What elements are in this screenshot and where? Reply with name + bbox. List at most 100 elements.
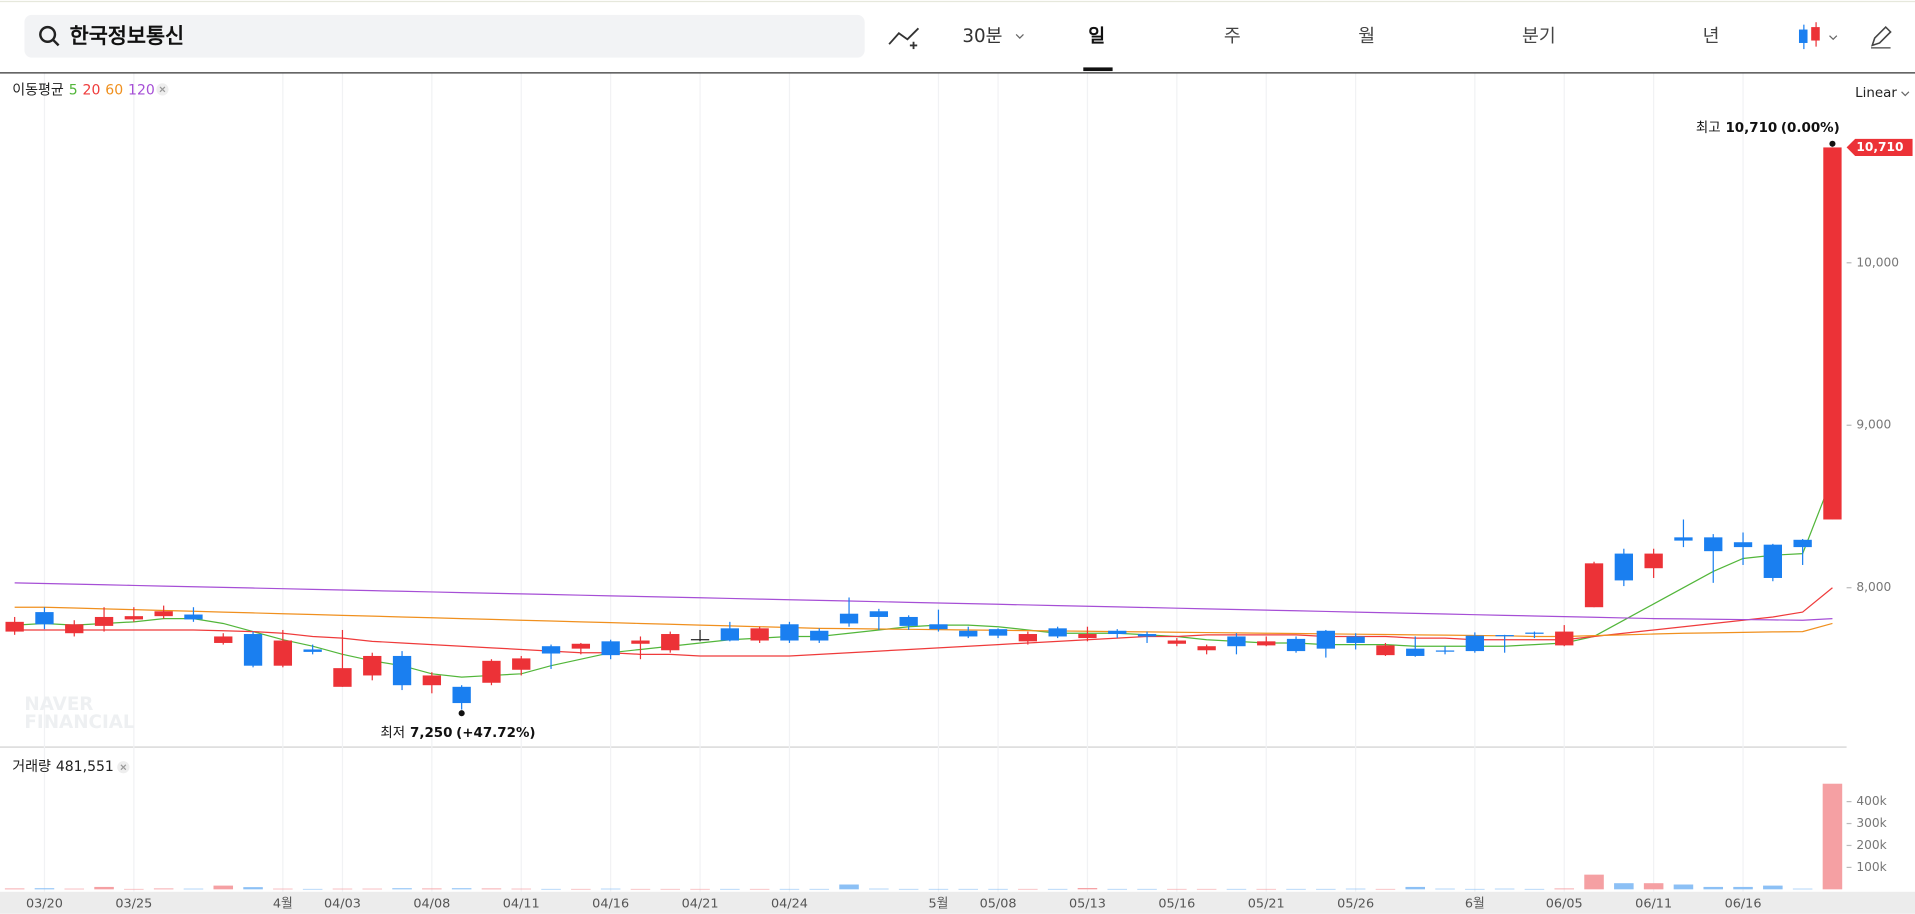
volume-bar [1107,888,1128,890]
volume-bar [1256,888,1277,890]
scale-select[interactable]: Linear [1855,86,1897,101]
volume-y-tick-label: 300k [1856,816,1887,830]
search-text: 한국정보통신 [70,24,185,48]
volume-y-tick-label: 100k [1856,860,1887,874]
ma-legend: 이동평균 5 20 60 120 [12,83,155,99]
ma-line [14,582,1833,621]
x-tick-label: 05/08 [980,896,1017,911]
candle-body [35,612,54,625]
volume-bar [1703,886,1724,890]
candle-body [273,640,293,666]
volume-bar [1733,886,1753,890]
pencil-icon [1870,25,1892,47]
volume-bar [1047,888,1068,890]
chart-type-icon [1811,27,1820,41]
candle-body [1495,635,1514,637]
x-axis-band [0,891,1915,914]
selected-tab-underline [1083,67,1113,72]
legend-close[interactable] [156,83,169,96]
period-tab[interactable]: 년 [1703,26,1720,47]
candle-body [839,613,859,624]
x-tick-label: 06/16 [1725,896,1762,911]
period-tab[interactable]: 일 [1088,26,1105,47]
high-label: 최고 [1696,120,1721,136]
legend-item: 120 [128,83,155,99]
volume-bar [1167,888,1187,890]
volume-bar [1196,888,1217,890]
period-tab[interactable]: 주 [1224,26,1241,47]
legend-item: 5 [69,83,78,99]
candle-body [1823,147,1842,520]
volume-bar [988,888,1008,890]
candle-body [452,686,471,704]
indicator-button[interactable] [888,27,920,50]
volume-bar [183,888,204,890]
candle-body [1227,636,1246,647]
x-tick-label: 04/03 [324,896,361,911]
x-tick-label: 03/25 [115,896,152,911]
volume-bar [1435,888,1455,890]
watermark: NAVER [24,694,93,715]
x-tick-label: 05/16 [1158,896,1195,911]
volume-bar [64,888,85,890]
volume-bar [571,888,591,890]
candle-body [869,611,889,617]
volume-bar [1405,886,1426,890]
y-tick-label: 9,000 [1856,418,1891,432]
volume-bar [302,888,323,890]
candle-body [929,624,948,630]
search-field[interactable] [24,14,865,58]
high-annotation: 최고 10,710 (0.00%) [1696,120,1840,136]
volume-bar [1584,874,1604,890]
volume-bar [94,886,114,890]
legend-item: 20 [83,83,101,99]
candle-body [959,630,978,637]
volume-y-tick-label: 200k [1856,838,1887,852]
volume-bar [839,884,859,890]
volume-bar [958,888,979,890]
volume-bar [1345,888,1366,890]
candle-body [1584,563,1604,608]
y-tick-label: 8,000 [1856,580,1891,594]
volume-bar [690,888,710,890]
candle-body [333,668,352,687]
volume-bar [362,888,383,890]
candle-body [392,655,412,686]
volume-bar [153,888,174,890]
indicator-icon [888,27,920,45]
volume-bar [1465,888,1485,890]
draw-button[interactable] [1870,25,1892,49]
volume-bar [273,888,293,890]
candle-body [1346,636,1365,643]
x-tick-label: 05/26 [1337,896,1374,911]
candle-body [720,628,740,641]
x-tick-label: 6월 [1465,896,1485,911]
volume-bar [630,888,651,890]
period-tab[interactable]: 월 [1358,26,1375,47]
candle-body [750,628,769,641]
candle-body [631,640,650,644]
scale-chevron[interactable] [1901,91,1910,97]
search-box[interactable]: 한국정보통신 [24,14,865,58]
volume-bar [1763,885,1783,890]
candle-body [5,621,24,632]
volume-bar [213,885,234,890]
interval-select[interactable]: 30분 [962,26,1002,47]
candle-body [65,624,84,634]
candle-body [988,629,1008,636]
chart-type-button[interactable] [1798,22,1838,50]
candle-body [661,634,680,651]
volume-bar [511,888,532,890]
period-tab[interactable]: 분기 [1522,26,1556,47]
volume-bar [928,888,949,890]
candle-body [1257,641,1276,646]
x-tick-label: 06/11 [1635,896,1672,911]
candle-body [1197,646,1216,651]
candle-body [899,616,918,626]
search-icon [51,38,60,47]
volume-legend-close[interactable] [117,761,130,774]
candle-body [601,641,620,656]
interval-chevron[interactable] [1015,33,1024,39]
volume-bar [4,888,25,890]
